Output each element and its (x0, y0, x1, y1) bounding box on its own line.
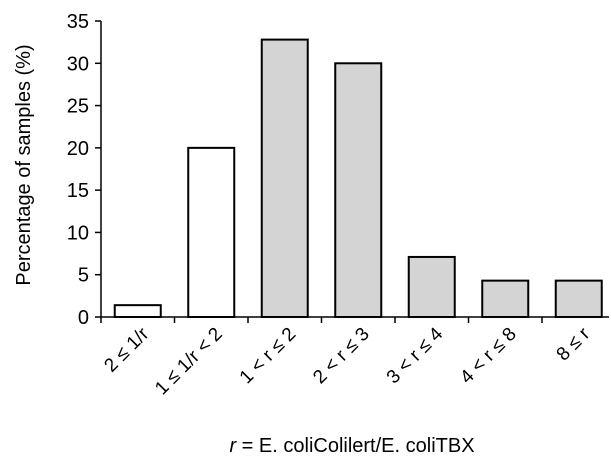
y-axis-ticks: 0 5 10 15 20 25 30 35 (67, 11, 101, 329)
y-tick-label: 20 (67, 138, 89, 160)
y-tick-label: 25 (67, 96, 89, 118)
y-tick-label: 30 (67, 53, 89, 75)
x-category-label: 1 ≤ 1/r < 2 (151, 324, 227, 400)
y-tick-label: 15 (67, 180, 89, 202)
bar (407, 255, 456, 318)
y-tick-label: 5 (78, 265, 89, 287)
x-category-label: 3 < r ≤ 4 (383, 323, 448, 388)
y-tick-label: 10 (67, 222, 89, 244)
x-category-label: 4 < r ≤ 8 (456, 324, 520, 388)
bar (187, 146, 236, 318)
x-category-label: 8 ≤ r (553, 323, 595, 365)
x-category-label: 1 < r ≤ 2 (236, 324, 300, 388)
x-axis-title: r = E. coliColilert/E. coliTBX (229, 435, 474, 457)
bar (481, 279, 530, 318)
bar (334, 62, 383, 318)
y-tick-label: 0 (78, 307, 89, 329)
y-tick-label: 35 (67, 11, 89, 33)
x-category-label: 2 < r ≤ 3 (309, 324, 373, 388)
x-axis-title-rest: = E. coliColilert/E. coliTBX (236, 435, 474, 457)
bars (113, 38, 603, 319)
x-axis-ticks (100, 317, 543, 323)
bar (260, 38, 309, 318)
x-axis-title-variable: r (229, 435, 237, 457)
bar (554, 279, 603, 318)
x-category-label: 2 ≤ 1/r (100, 323, 153, 376)
y-axis-title: Percentage of samples (%) (13, 44, 35, 285)
bar (113, 304, 162, 319)
